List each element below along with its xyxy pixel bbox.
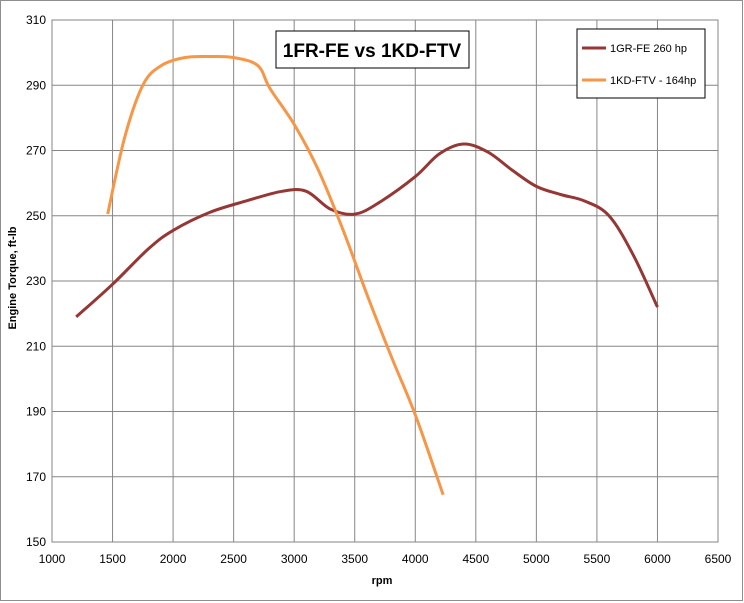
y-tick-label: 310 <box>26 13 46 27</box>
x-tick-label: 2500 <box>220 552 247 566</box>
legend-label-1kd-ftv: 1KD-FTV - 164hp <box>610 75 696 87</box>
y-tick-label: 170 <box>26 470 46 484</box>
y-tick-label: 290 <box>26 78 46 92</box>
x-tick-label: 5000 <box>523 552 550 566</box>
series-lines <box>75 54 659 496</box>
x-tick-labels: 1000 1500 2000 2500 3000 3500 4000 4500 5000 5500… <box>39 552 732 566</box>
legend-label-1gr-fe: 1GR-FE 260 hp <box>610 43 687 55</box>
x-tick-label: 2000 <box>160 552 187 566</box>
x-tick-label: 6500 <box>705 552 732 566</box>
y-tick-label: 190 <box>26 405 46 419</box>
y-tick-label: 230 <box>26 274 46 288</box>
x-tick-label: 1500 <box>99 552 126 566</box>
x-tick-label: 6000 <box>644 552 671 566</box>
y-tick-label: 210 <box>26 339 46 353</box>
y-tick-label: 150 <box>26 535 46 549</box>
series-line-1gr-fe <box>75 142 659 319</box>
gridlines <box>51 19 719 543</box>
y-axis-title: Engine Torque, ft-lb <box>7 226 19 329</box>
x-tick-label: 3000 <box>281 552 308 566</box>
chart-title-box: 1FR-FE vs 1KD-FTV <box>275 30 470 69</box>
x-tick-label: 4500 <box>462 552 489 566</box>
legend: 1GR-FE 260 hp 1KD-FTV - 164hp <box>576 28 706 99</box>
x-tick-label: 4000 <box>402 552 429 566</box>
series-line-1kd-ftv <box>106 54 445 496</box>
chart-title: 1FR-FE vs 1KD-FTV <box>283 41 462 62</box>
y-tick-label: 250 <box>26 209 46 223</box>
x-tick-label: 1000 <box>39 552 66 566</box>
plot-area <box>51 19 719 543</box>
x-axis-title: rpm <box>372 575 393 587</box>
y-tick-labels: 150 170 190 210 230 250 270 290 310 <box>26 13 46 549</box>
x-tick-label: 5500 <box>584 552 611 566</box>
y-tick-label: 270 <box>26 144 46 158</box>
x-tick-label: 3500 <box>341 552 368 566</box>
